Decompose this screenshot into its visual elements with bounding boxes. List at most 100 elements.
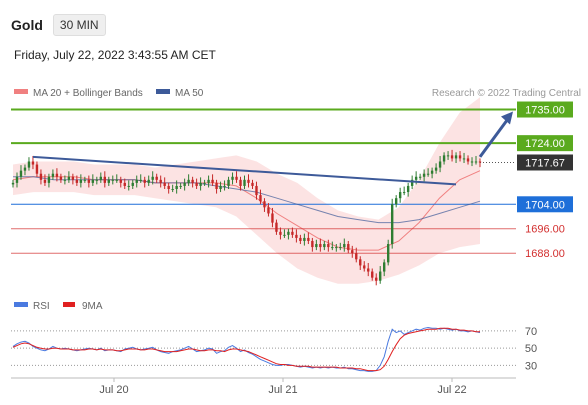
bollinger-legend-swatch	[14, 89, 28, 94]
candle-body	[127, 185, 130, 187]
candle-body	[59, 176, 63, 180]
candle-body	[474, 161, 478, 163]
candle-body	[426, 173, 430, 175]
candle-body	[398, 192, 402, 199]
candle-body	[311, 240, 314, 248]
candle-body	[347, 244, 350, 251]
rsi-tick-label: 50	[525, 343, 537, 355]
candle-body	[319, 244, 322, 248]
candle-body	[95, 179, 99, 181]
rsi-panel: 70 50 30	[11, 326, 537, 372]
candle-body	[371, 271, 374, 278]
candle-body	[39, 173, 43, 180]
candle-body	[171, 189, 174, 190]
rsi-legend-label: RSI	[33, 301, 50, 312]
ma50-legend-swatch	[156, 89, 170, 94]
candle-body	[247, 179, 250, 183]
candle-body	[422, 173, 426, 177]
candle-body	[71, 176, 75, 180]
candle-body	[351, 250, 354, 254]
candle-body	[11, 182, 15, 185]
last-price-label: 1717.67	[525, 157, 565, 169]
candle-body	[135, 179, 138, 183]
candle-body	[207, 179, 210, 183]
candle-body	[31, 161, 35, 165]
candle-body	[271, 213, 274, 223]
annotations	[32, 111, 513, 186]
ma50-legend-label: MA 50	[175, 88, 204, 99]
candle-body	[67, 176, 71, 180]
candle-body	[139, 179, 142, 181]
candle-body	[51, 173, 55, 177]
candle-body	[211, 179, 214, 183]
moving-averages	[13, 176, 481, 224]
candle-body	[383, 262, 386, 272]
candle-body	[143, 179, 146, 183]
candle-body	[15, 176, 19, 183]
pivot-badge	[517, 196, 573, 213]
candle-body	[27, 161, 31, 168]
candle-body	[79, 179, 83, 183]
candle-body	[466, 158, 470, 162]
candle-body	[119, 179, 122, 183]
candlesticks	[11, 149, 482, 286]
candle-body	[55, 173, 59, 177]
candle-body	[183, 182, 186, 186]
candle-body	[287, 231, 290, 235]
candle-body	[446, 155, 450, 157]
candle-body	[359, 259, 362, 266]
rsi-legend-swatch	[14, 302, 28, 307]
candle-body	[187, 179, 190, 183]
candle-body	[458, 155, 462, 159]
candle-body	[454, 155, 458, 159]
pivot-label: 1704.00	[525, 199, 565, 211]
candle-body	[91, 179, 95, 183]
candle-body	[99, 176, 103, 180]
candle-body	[291, 231, 294, 235]
resistance-label: 1735.00	[525, 105, 565, 117]
candle-body	[87, 179, 91, 183]
candle-body	[331, 247, 334, 249]
candle-body	[75, 179, 79, 183]
candle-body	[159, 179, 162, 183]
candle-body	[191, 179, 194, 183]
candle-body	[410, 179, 414, 186]
timeframe-badge[interactable]: 30 MIN	[52, 14, 106, 36]
candle-body	[227, 179, 230, 186]
support-label: 1696.00	[525, 224, 565, 236]
candle-body	[147, 179, 150, 183]
candle-body	[219, 185, 222, 189]
credit-text: Research © 2022 Trading Central	[432, 88, 581, 99]
candle-body	[315, 244, 318, 248]
support-label: 1688.00	[525, 248, 565, 260]
candle-body	[267, 207, 270, 214]
candle-body	[155, 176, 158, 180]
candle-body	[470, 161, 474, 163]
rsi-ma-legend-swatch	[63, 302, 75, 307]
candle-body	[103, 176, 107, 183]
candle-body	[243, 179, 246, 186]
x-axis-label: Jul 22	[437, 384, 466, 396]
x-axis-label: Jul 20	[99, 384, 128, 396]
price-levels: 1735.00 1724.00 1717.67 1704.00 1696.00 1688.…	[11, 101, 573, 260]
candle-body	[418, 176, 422, 178]
candle-body	[283, 234, 286, 236]
candle-body	[343, 244, 346, 248]
candle-body	[123, 182, 126, 186]
rsi-tick-label: 70	[525, 326, 537, 338]
candle-body	[275, 222, 278, 232]
bollinger-legend-label: MA 20 + Bollinger Bands	[33, 88, 143, 99]
candle-body	[23, 167, 27, 171]
candle-body	[131, 182, 134, 186]
projection-arrow-line	[478, 116, 511, 158]
chart-header: Gold 30 MIN	[0, 10, 588, 40]
candle-body	[35, 164, 39, 174]
last-price-badge	[517, 154, 573, 171]
candle-body	[438, 161, 442, 168]
candle-body	[111, 179, 114, 181]
candle-body	[442, 155, 446, 162]
candle-body	[323, 244, 326, 248]
candle-body	[19, 170, 23, 177]
candle-body	[327, 244, 330, 248]
